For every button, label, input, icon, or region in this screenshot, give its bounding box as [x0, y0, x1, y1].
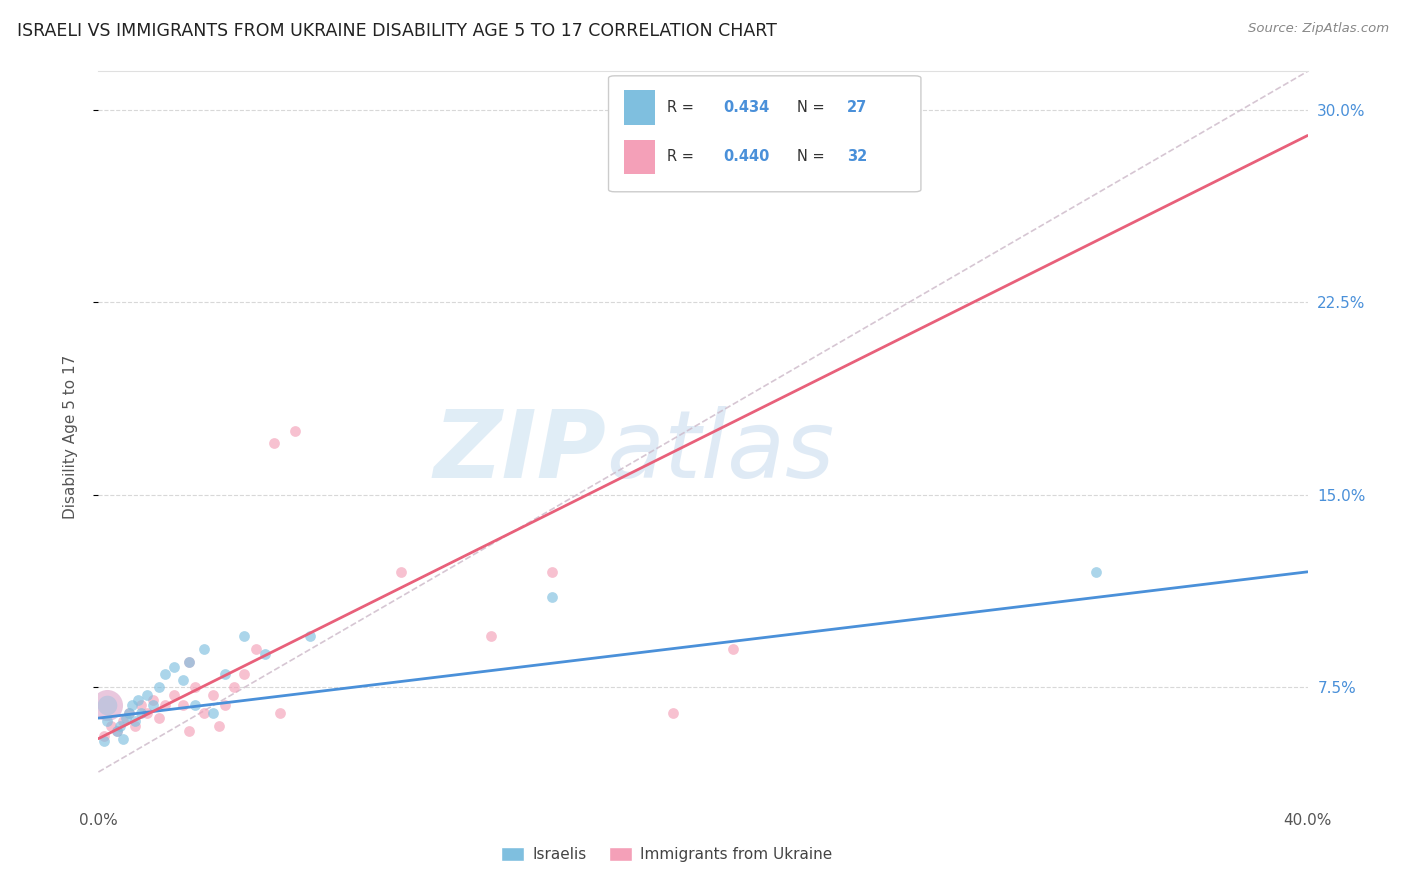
Point: [96, 714, 118, 728]
Text: 32: 32: [846, 150, 868, 164]
Text: 27: 27: [846, 100, 868, 115]
Point: [118, 706, 141, 720]
Point: [108, 719, 131, 733]
Point: [172, 673, 194, 687]
Point: [540, 591, 562, 605]
Point: [127, 693, 149, 707]
Point: [1085, 565, 1108, 579]
Point: [202, 688, 225, 702]
Point: [481, 629, 503, 643]
Point: [224, 681, 246, 695]
Point: [232, 629, 254, 643]
Point: [253, 647, 276, 661]
Point: [121, 698, 143, 713]
Point: [148, 711, 170, 725]
Point: [105, 723, 128, 738]
Text: 0.440: 0.440: [723, 150, 769, 164]
Point: [389, 565, 412, 579]
Point: [269, 706, 291, 720]
Point: [124, 714, 146, 728]
Point: [153, 667, 176, 681]
Point: [142, 693, 165, 707]
Point: [135, 688, 157, 702]
Text: ZIP: ZIP: [433, 406, 606, 498]
Point: [142, 698, 165, 713]
Point: [193, 641, 215, 656]
Bar: [624, 90, 655, 125]
Bar: [624, 139, 655, 175]
Point: [299, 629, 322, 643]
Point: [111, 714, 134, 728]
Text: 0.434: 0.434: [723, 100, 769, 115]
Legend: Israelis, Immigrants from Ukraine: Israelis, Immigrants from Ukraine: [495, 841, 838, 868]
Point: [844, 116, 866, 130]
Point: [263, 436, 285, 450]
Point: [179, 723, 201, 738]
Point: [214, 667, 236, 681]
Point: [96, 698, 118, 713]
Point: [148, 681, 170, 695]
Point: [284, 424, 307, 438]
Point: [202, 706, 225, 720]
Point: [96, 698, 118, 713]
Point: [153, 698, 176, 713]
Point: [245, 641, 267, 656]
Point: [179, 655, 201, 669]
Text: ISRAELI VS IMMIGRANTS FROM UKRAINE DISABILITY AGE 5 TO 17 CORRELATION CHART: ISRAELI VS IMMIGRANTS FROM UKRAINE DISAB…: [17, 22, 776, 40]
Point: [172, 698, 194, 713]
Point: [184, 698, 207, 713]
Point: [129, 706, 152, 720]
Text: R =: R =: [668, 100, 699, 115]
Point: [232, 667, 254, 681]
Text: N =: N =: [797, 100, 830, 115]
Point: [193, 706, 215, 720]
Point: [114, 711, 136, 725]
Point: [179, 655, 201, 669]
Text: N =: N =: [797, 150, 830, 164]
Point: [723, 641, 745, 656]
Point: [214, 698, 236, 713]
Point: [124, 719, 146, 733]
Text: R =: R =: [668, 150, 699, 164]
Point: [163, 660, 186, 674]
Point: [111, 731, 134, 746]
Point: [105, 723, 128, 738]
Point: [118, 706, 141, 720]
Point: [661, 706, 683, 720]
Y-axis label: Disability Age 5 to 17: Disability Age 5 to 17: [63, 355, 77, 519]
Point: [129, 698, 152, 713]
FancyBboxPatch shape: [609, 76, 921, 192]
Point: [93, 734, 115, 748]
Point: [135, 706, 157, 720]
Text: Source: ZipAtlas.com: Source: ZipAtlas.com: [1249, 22, 1389, 36]
Text: atlas: atlas: [606, 406, 835, 497]
Point: [163, 688, 186, 702]
Point: [184, 681, 207, 695]
Point: [540, 565, 562, 579]
Point: [100, 719, 122, 733]
Point: [208, 719, 231, 733]
Point: [93, 729, 115, 743]
